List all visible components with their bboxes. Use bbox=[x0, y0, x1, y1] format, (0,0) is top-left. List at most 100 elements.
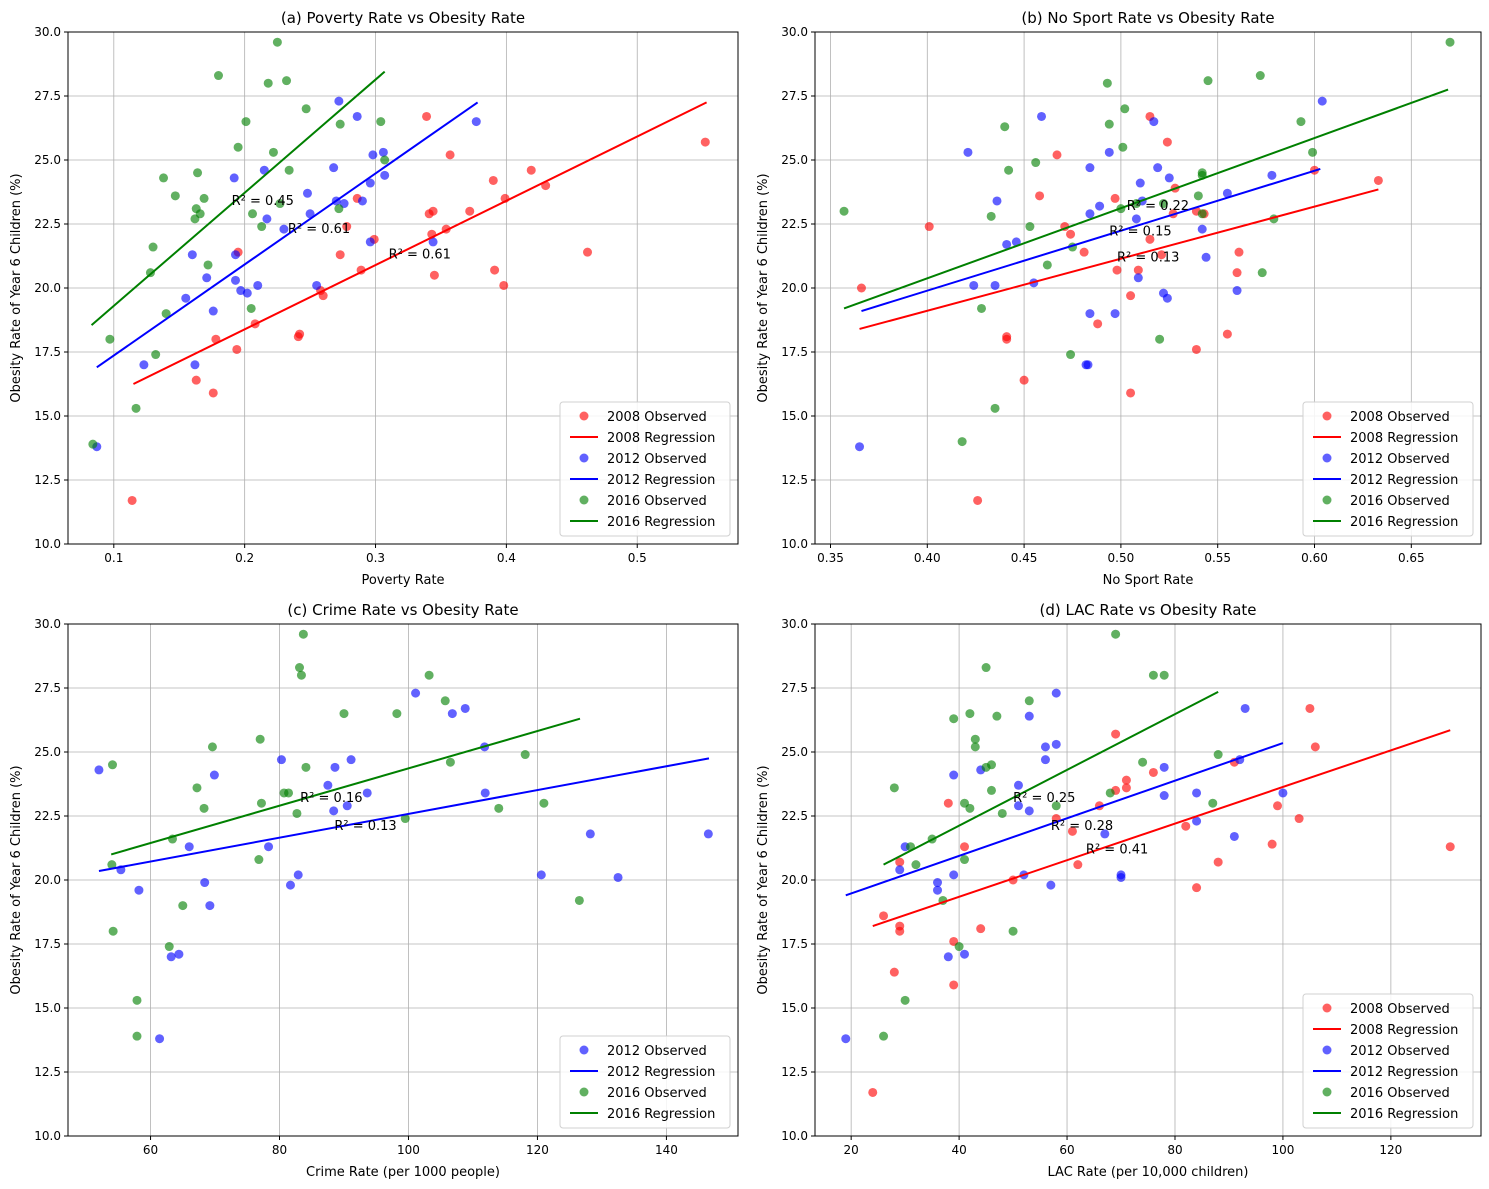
point-2008 bbox=[208, 388, 218, 398]
point-2016 bbox=[170, 191, 180, 201]
point-2016 bbox=[164, 942, 174, 952]
subplot-3: 60 80 100 120 140 10.0 12.5 15.0 17.5 20.0 22.5 25.… bbox=[9, 601, 739, 1180]
point-2016 bbox=[254, 855, 264, 865]
point-2008 bbox=[1310, 742, 1320, 752]
point-2012 bbox=[1135, 178, 1145, 188]
point-2008 bbox=[1110, 193, 1120, 203]
point-2016 bbox=[520, 750, 530, 760]
r2-annotation-2008: R² = 0.41 bbox=[1086, 842, 1148, 857]
point-2012 bbox=[1085, 309, 1095, 319]
point-2016 bbox=[213, 71, 223, 81]
point-2016 bbox=[1105, 788, 1115, 798]
point-2012 bbox=[943, 952, 953, 962]
point-2008 bbox=[342, 222, 352, 232]
point-2012 bbox=[323, 780, 333, 790]
point-2016 bbox=[192, 783, 202, 793]
regression-line-2016 bbox=[843, 88, 1449, 310]
point-2008 bbox=[895, 921, 905, 931]
point-2016 bbox=[889, 783, 899, 793]
point-2012 bbox=[1222, 188, 1232, 198]
point-2012 bbox=[992, 196, 1002, 206]
point-2016 bbox=[1213, 750, 1223, 760]
point-2012 bbox=[1192, 788, 1202, 798]
point-2008 bbox=[1373, 175, 1383, 185]
point-2012 bbox=[305, 209, 315, 219]
point-2016 bbox=[1257, 268, 1267, 278]
r2-annotation-2016: R² = 0.25 bbox=[1013, 791, 1075, 806]
point-2016 bbox=[1208, 798, 1218, 808]
point-2016 bbox=[1104, 119, 1114, 129]
point-2016 bbox=[195, 209, 205, 219]
point-2016 bbox=[275, 199, 285, 209]
legend-label: 2008 Observed bbox=[607, 410, 707, 425]
point-2016 bbox=[1025, 222, 1035, 232]
legend-label: 2016 Observed bbox=[607, 494, 707, 509]
point-2008 bbox=[335, 250, 345, 260]
point-2016 bbox=[1255, 71, 1265, 81]
point-2012 bbox=[703, 829, 713, 839]
point-2008 bbox=[1145, 234, 1155, 244]
point-2012 bbox=[334, 96, 344, 106]
point-2016 bbox=[282, 76, 292, 86]
point-2008 bbox=[445, 150, 455, 160]
point-2012 bbox=[411, 688, 421, 698]
point-2012 bbox=[963, 147, 973, 157]
point-2016 bbox=[1008, 926, 1018, 936]
regression-line-2012 bbox=[845, 742, 1284, 897]
point-2008 bbox=[499, 280, 509, 290]
point-2016 bbox=[132, 995, 142, 1005]
y-tick-label: 12.5 bbox=[34, 1065, 61, 1079]
legend-marker bbox=[1322, 411, 1332, 421]
point-2012 bbox=[1229, 831, 1239, 841]
x-tick-label: 0.55 bbox=[1204, 551, 1231, 565]
point-2008 bbox=[422, 111, 432, 121]
x-axis-label: Poverty Rate bbox=[361, 573, 444, 588]
regression-line-2016 bbox=[110, 717, 581, 856]
point-2008 bbox=[1093, 319, 1103, 329]
legend-label: 2008 Regression bbox=[1350, 431, 1458, 446]
regression-line-2012 bbox=[98, 757, 710, 873]
y-tick-label: 27.5 bbox=[34, 681, 61, 695]
point-2012 bbox=[187, 250, 197, 260]
point-2012 bbox=[1104, 147, 1114, 157]
point-2016 bbox=[272, 37, 282, 47]
legend-label: 2012 Regression bbox=[607, 1065, 715, 1080]
point-2012 bbox=[200, 878, 210, 888]
point-2016 bbox=[574, 895, 584, 905]
axes-frame bbox=[67, 623, 739, 1137]
x-tick-label: 80 bbox=[1167, 1143, 1182, 1157]
point-2012 bbox=[365, 237, 375, 247]
point-2016 bbox=[199, 803, 209, 813]
point-2012 bbox=[362, 788, 372, 798]
point-2012 bbox=[471, 117, 481, 127]
r2-annotation-2016: R² = 0.16 bbox=[300, 791, 362, 806]
point-2008 bbox=[1121, 783, 1131, 793]
subplot-1: 0.1 0.2 0.3 0.4 0.5 10.0 12.5 15.0 17.5 20.0 22.5 2… bbox=[9, 9, 739, 588]
point-2016 bbox=[911, 860, 921, 870]
point-2016 bbox=[1148, 670, 1158, 680]
point-2016 bbox=[1296, 117, 1306, 127]
point-2008 bbox=[1213, 857, 1223, 867]
y-tick-label: 30.0 bbox=[781, 617, 808, 631]
point-2016 bbox=[970, 742, 980, 752]
point-2012 bbox=[1317, 96, 1327, 106]
point-2012 bbox=[585, 829, 595, 839]
point-2008 bbox=[1112, 265, 1122, 275]
legend-label: 2012 Observed bbox=[1350, 452, 1450, 467]
regression-line-2008 bbox=[859, 188, 1379, 330]
point-2012 bbox=[460, 703, 470, 713]
point-2016 bbox=[494, 803, 504, 813]
point-2008 bbox=[1066, 229, 1076, 239]
legend: 2008 Observed 2008 Regression 2012 Observe… bbox=[1302, 401, 1474, 537]
point-2012 bbox=[166, 952, 176, 962]
x-tick-label: 0.60 bbox=[1301, 551, 1328, 565]
point-2008 bbox=[1157, 250, 1167, 260]
point-2012 bbox=[329, 806, 339, 816]
point-2016 bbox=[159, 173, 169, 183]
point-2016 bbox=[539, 798, 549, 808]
r2-annotation-2012: R² = 0.61 bbox=[288, 222, 350, 237]
point-2012 bbox=[229, 173, 239, 183]
plot-area bbox=[839, 37, 1455, 505]
point-2008 bbox=[1019, 375, 1029, 385]
